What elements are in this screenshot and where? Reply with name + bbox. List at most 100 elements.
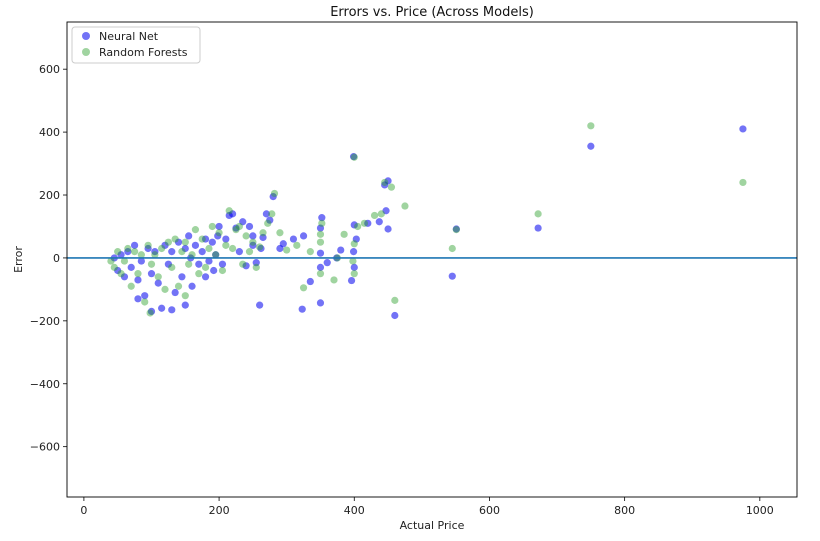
point-neural-net [208,238,216,246]
point-neural-net [117,251,125,259]
point-random-forests [130,248,139,256]
point-neural-net [205,257,213,265]
point-neural-net [127,263,135,271]
point-neural-net [201,273,210,281]
point-random-forests [316,230,325,238]
point-neural-net [114,266,122,275]
point-neural-net [448,272,456,280]
points-layer [107,122,747,320]
point-neural-net [239,218,247,226]
point-neural-net [587,142,595,150]
point-random-forests [124,244,132,253]
point-neural-net [262,210,270,218]
point-random-forests [349,257,357,265]
point-neural-net [144,244,152,253]
plot-frame [66,21,798,498]
point-random-forests [370,211,379,220]
point-neural-net [147,307,156,315]
point-neural-net [242,262,250,270]
y-tick-label: 600 [39,63,60,76]
point-neural-net [349,248,358,256]
point-neural-net [349,153,358,161]
x-tick-label: 1000 [746,504,774,517]
point-neural-net [164,260,172,268]
point-random-forests [218,266,227,275]
point-neural-net [276,244,284,253]
point-random-forests [318,219,326,227]
point-neural-net [214,232,222,240]
point-random-forests [401,202,409,210]
point-neural-net [174,238,183,246]
point-random-forests [245,248,254,256]
point-neural-net [171,288,179,297]
point-random-forests [137,251,145,259]
point-random-forests [534,210,542,218]
point-neural-net [534,224,542,232]
point-neural-net [154,279,162,287]
chart-title: Errors vs. Price (Across Models) [330,5,534,20]
point-neural-net [120,273,129,281]
point-neural-net [337,246,345,254]
point-neural-net [181,244,189,253]
point-random-forests [120,257,129,265]
point-neural-net [259,233,267,242]
point-random-forests [191,226,200,234]
legend-label-neural-net: Neural Net [99,30,159,43]
point-neural-net [391,311,399,320]
point-neural-net [316,249,325,257]
point-random-forests [587,122,595,130]
point-random-forests [174,282,183,290]
point-neural-net [249,232,257,240]
legend-marker-neural-net [82,32,90,40]
point-random-forests [391,296,399,304]
point-neural-net [151,248,159,256]
point-neural-net [134,276,142,284]
point-random-forests [229,244,237,253]
point-neural-net [269,192,277,201]
point-random-forests [188,251,196,259]
point-neural-net [252,259,260,267]
point-random-forests [198,235,206,243]
y-tick-label: −600 [30,441,60,454]
point-neural-net [381,181,389,189]
point-neural-net [299,232,308,240]
legend-box [71,26,201,64]
point-neural-net [201,235,210,243]
x-axis-title: Actual Price [400,519,465,532]
point-neural-net [188,282,196,290]
point-random-forests [181,238,189,246]
point-random-forests [110,263,118,271]
point-random-forests [151,251,159,259]
point-neural-net [318,214,326,222]
point-neural-net [375,218,383,226]
point-neural-net [225,211,233,220]
point-random-forests [350,153,358,161]
point-random-forests [127,282,135,290]
point-neural-net [364,219,372,227]
point-neural-net [130,241,139,249]
point-neural-net [249,241,257,249]
y-axis-title: Error [12,246,25,273]
point-neural-net [215,222,223,231]
point-random-forests [276,229,284,237]
point-neural-net [147,270,156,278]
point-random-forests [448,244,456,253]
point-neural-net [452,225,460,233]
point-random-forests [381,178,389,187]
point-random-forests [316,270,325,278]
point-neural-net [134,295,142,303]
point-neural-net [195,260,203,268]
point-neural-net [316,299,325,307]
legend-marker-random-forests [82,48,90,56]
point-random-forests [195,270,203,278]
point-neural-net [218,260,227,268]
point-random-forests [249,238,257,246]
point-neural-net [191,241,200,249]
point-random-forests [256,243,264,251]
point-neural-net [256,301,264,309]
point-neural-net [137,257,145,265]
x-axis-ticks: 0 200 400 600 800 1000 [80,497,774,517]
point-random-forests [377,210,385,218]
point-random-forests [114,248,122,256]
point-neural-net [347,276,356,285]
